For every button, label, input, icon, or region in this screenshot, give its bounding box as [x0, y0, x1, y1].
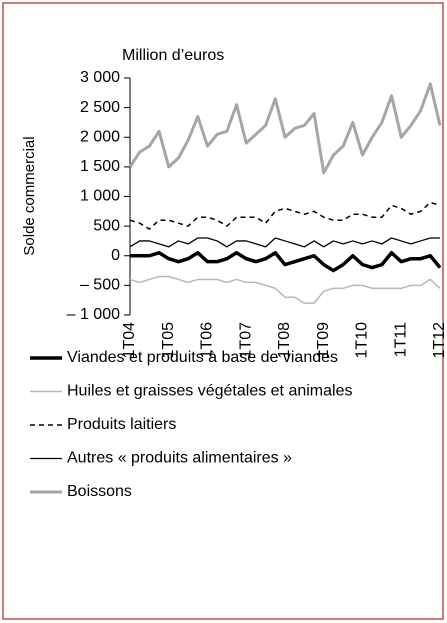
legend-label: Autres « produits alimentaires »	[67, 450, 292, 467]
series-line	[129, 275, 441, 304]
legend-label: Produits laitiers	[67, 416, 176, 433]
y-tick-label: 1 500	[80, 158, 120, 175]
series-line	[130, 251, 442, 273]
y-tick-label: 1 000	[80, 188, 120, 205]
x-tick-label: 1T10	[354, 322, 371, 359]
x-tick-label: 1T07	[237, 322, 254, 359]
series-line	[129, 237, 440, 248]
x-tick-label: 1T12	[431, 322, 447, 359]
x-tick-label: 1T06	[199, 322, 216, 359]
series-line	[129, 201, 441, 230]
y-tick-label: 0	[111, 247, 120, 264]
x-tick-label: 1T11	[392, 322, 409, 357]
x-tick-label: 1T09	[315, 322, 332, 359]
series-line	[128, 82, 442, 175]
y-tick-label: 500	[93, 217, 120, 234]
x-tick-label: 1T08	[276, 322, 293, 359]
legend-label: Viandes et produits à base de viandes	[67, 349, 338, 366]
x-tick-label: 1T04	[121, 322, 138, 359]
y-tick-label: 2 000	[80, 128, 120, 145]
y-tick-label: – 1 000	[67, 306, 120, 323]
chart-title: Million d’euros	[122, 47, 224, 64]
legend-label: Huiles et graisses végétales et animales	[67, 383, 352, 400]
x-tick-label: 1T05	[160, 322, 177, 359]
y-tick-label: – 500	[80, 277, 120, 294]
legend-label: Boissons	[67, 483, 132, 500]
y-tick-label: 3 000	[80, 69, 120, 86]
y-axis-label: Solde commercial	[21, 136, 38, 255]
y-tick-label: 2 500	[80, 99, 120, 116]
